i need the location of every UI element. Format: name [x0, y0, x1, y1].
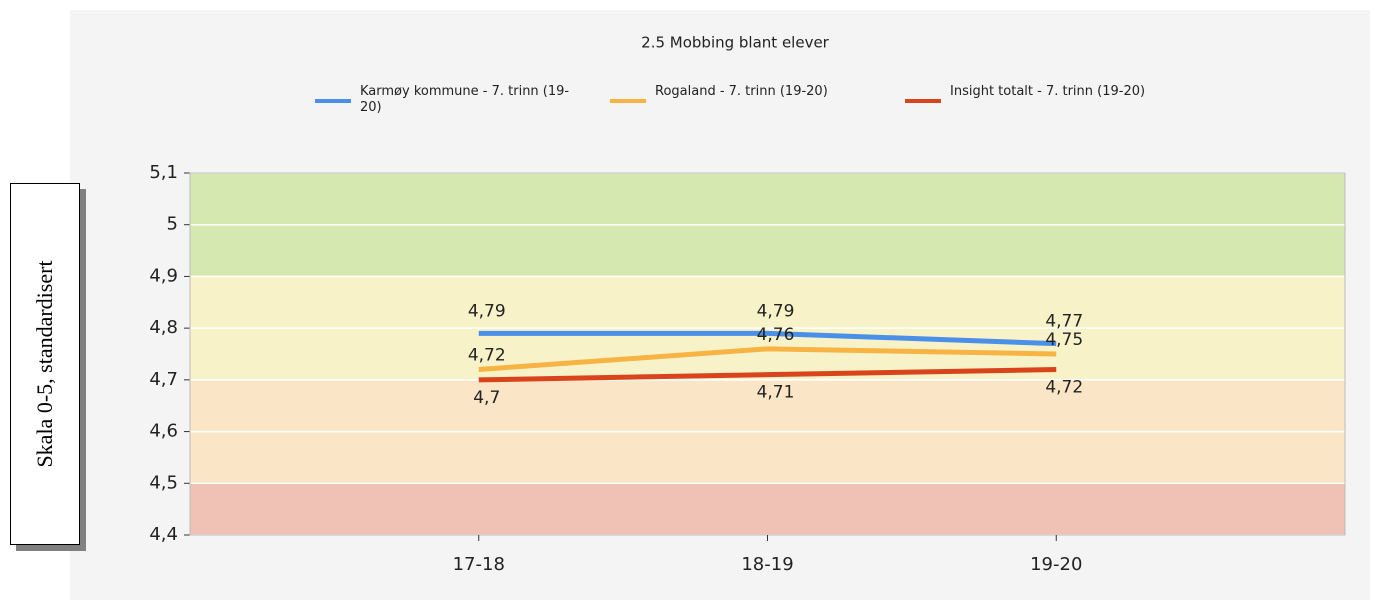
x-tick-label: 18-19 [741, 554, 793, 575]
y-tick-label: 5 [167, 214, 178, 235]
x-tick-label: 17-18 [453, 554, 505, 575]
y-tick-label: 4,7 [149, 369, 178, 390]
y-tick-label: 4,8 [149, 317, 178, 338]
data-label: 4,79 [757, 301, 795, 321]
y-tick-label: 5,1 [149, 162, 178, 183]
chart-title: 2.5 Mobbing blant elever [641, 34, 830, 52]
legend-label: Karmøy kommune - 7. trinn (19-20) [360, 84, 570, 115]
data-label: 4,76 [757, 325, 795, 345]
data-label: 4,75 [1045, 330, 1083, 350]
data-label: 4,79 [468, 301, 506, 321]
data-label: 4,71 [757, 383, 795, 403]
y-tick-label: 4,5 [149, 472, 178, 493]
series-line [478, 346, 1057, 373]
y-tick-label: 4,6 [149, 421, 178, 442]
legend-swatch [315, 99, 351, 103]
x-tick-label: 19-20 [1030, 554, 1082, 575]
y-axis-box: Skala 0-5, standardisert [10, 183, 80, 545]
band [190, 483, 1345, 535]
data-label: 4,7 [473, 388, 500, 408]
legend-swatch [610, 99, 646, 103]
data-label: 4,72 [1045, 378, 1083, 398]
legend-label: Rogaland - 7. trinn (19-20) [655, 84, 828, 99]
y-tick-label: 4,4 [149, 524, 178, 545]
legend-label: Insight totalt - 7. trinn (19-20) [950, 84, 1146, 99]
series-line [478, 367, 1057, 383]
series-line [478, 330, 1057, 347]
data-label: 4,77 [1045, 312, 1083, 332]
legend-swatch [905, 99, 941, 103]
y-tick-label: 4,9 [149, 265, 178, 286]
data-label: 4,72 [468, 346, 506, 366]
